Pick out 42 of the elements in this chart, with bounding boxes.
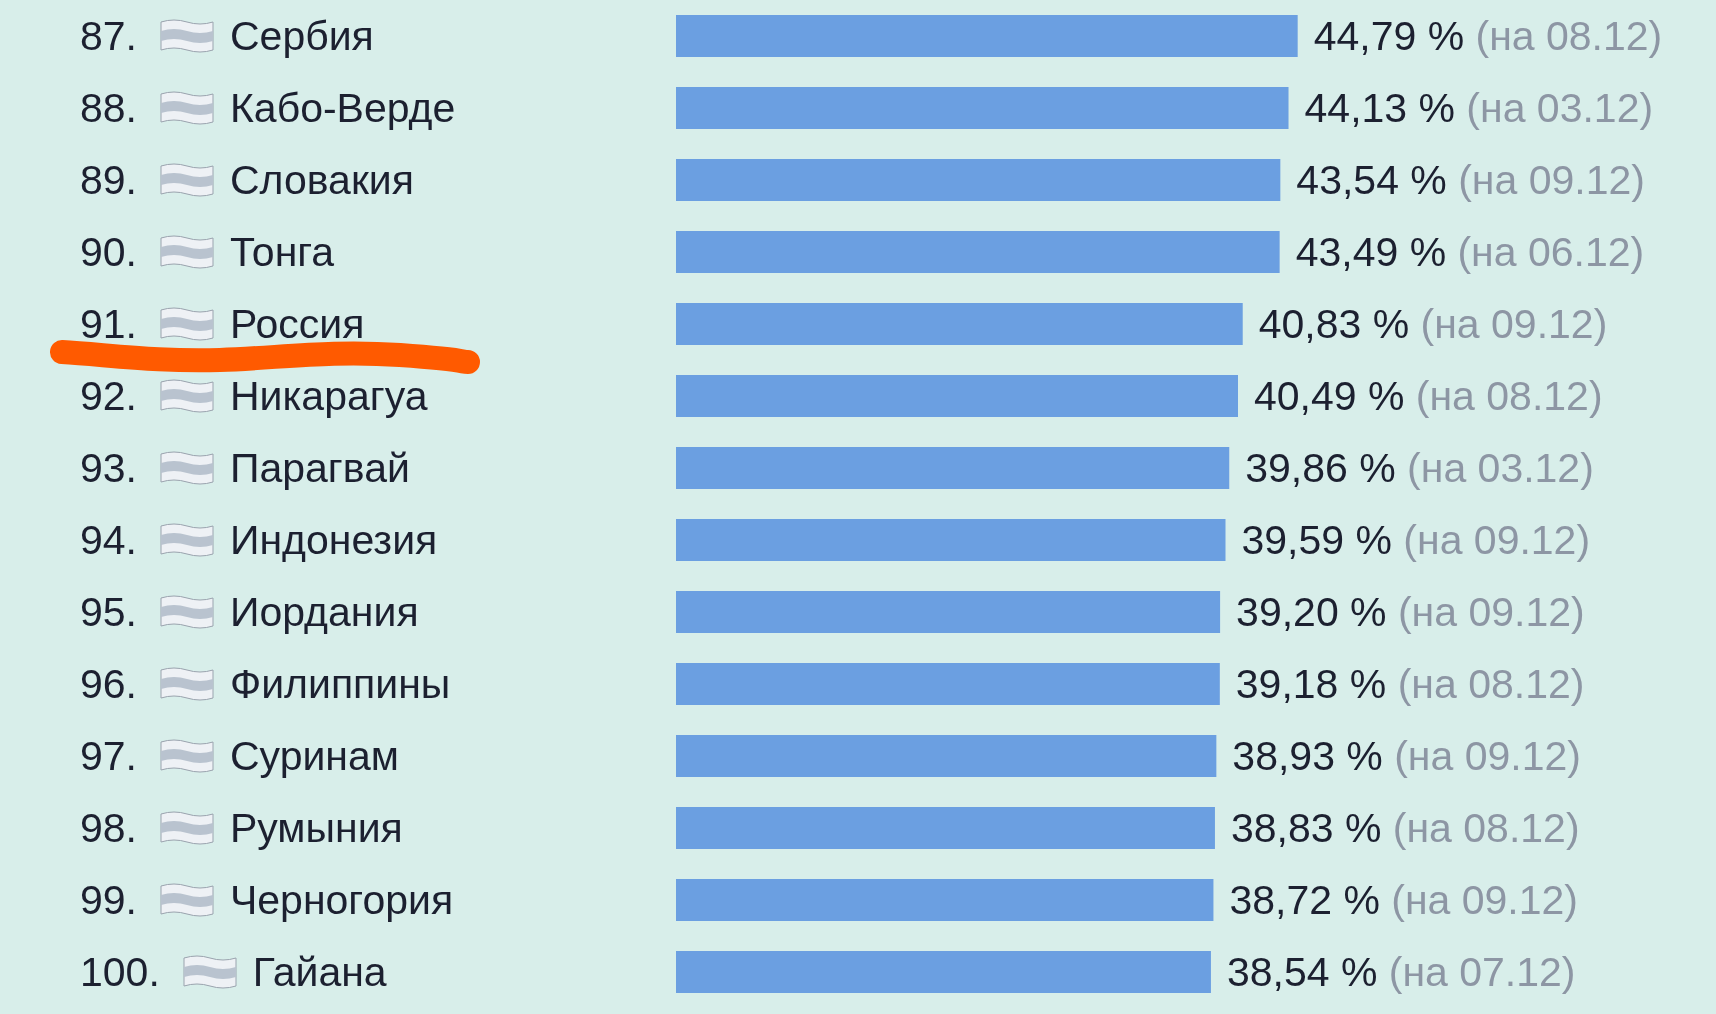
category-label: 93. Парагвай: [80, 445, 410, 491]
bar: [676, 303, 1243, 345]
bar: [676, 591, 1221, 633]
data-label: 39,18 % (на 08.12): [1235, 661, 1585, 707]
category-label: 89. Словакия: [80, 157, 414, 203]
bar: [676, 447, 1230, 489]
data-label: 39,20 % (на 09.12): [1236, 589, 1585, 635]
category-label: 97. Суринам: [80, 733, 399, 779]
data-label: 38,83 % (на 08.12): [1230, 805, 1580, 851]
data-label: 39,59 % (на 09.12): [1241, 517, 1591, 563]
bar: [676, 735, 1217, 777]
bar: [676, 231, 1280, 273]
bar: [676, 879, 1214, 921]
category-label: 91. Россия: [80, 301, 365, 347]
data-label: 44,79 % (на 08.12): [1313, 13, 1663, 59]
bar: [676, 87, 1289, 129]
data-label: 44,13 % (на 03.12): [1304, 85, 1654, 131]
bar: [676, 951, 1211, 993]
data-label: 40,83 % (на 09.12): [1258, 301, 1608, 347]
data-label: 40,49 % (на 08.12): [1254, 373, 1603, 419]
bar: [676, 159, 1281, 201]
bar: [676, 663, 1220, 705]
category-label: 96. Филиппины: [80, 661, 451, 707]
data-label: 39,86 % (на 03.12): [1245, 445, 1594, 491]
category-label: 87. Сербия: [80, 13, 374, 59]
category-label: 95. Иордания: [80, 589, 419, 635]
data-label: 38,93 % (на 09.12): [1232, 733, 1581, 779]
data-label: 43,49 % (на 06.12): [1295, 229, 1645, 275]
data-label: 38,72 % (на 09.12): [1229, 877, 1579, 923]
data-label: 43,54 % (на 09.12): [1296, 157, 1645, 203]
category-label: 92. Никарагуа: [80, 373, 428, 419]
bar: [676, 519, 1226, 561]
category-label: 94. Индонезия: [80, 517, 438, 563]
category-label: 90. Тонга: [80, 229, 335, 275]
bar: [676, 15, 1298, 57]
bar: [676, 807, 1215, 849]
data-label: 38,54 % (на 07.12): [1226, 949, 1576, 995]
category-label: 99. Черногория: [80, 877, 454, 923]
category-label: 98. Румыния: [80, 805, 403, 851]
category-label: 100. Гайана: [80, 949, 387, 995]
category-label: 88. Кабо-Верде: [80, 85, 456, 131]
bar: [676, 375, 1238, 417]
